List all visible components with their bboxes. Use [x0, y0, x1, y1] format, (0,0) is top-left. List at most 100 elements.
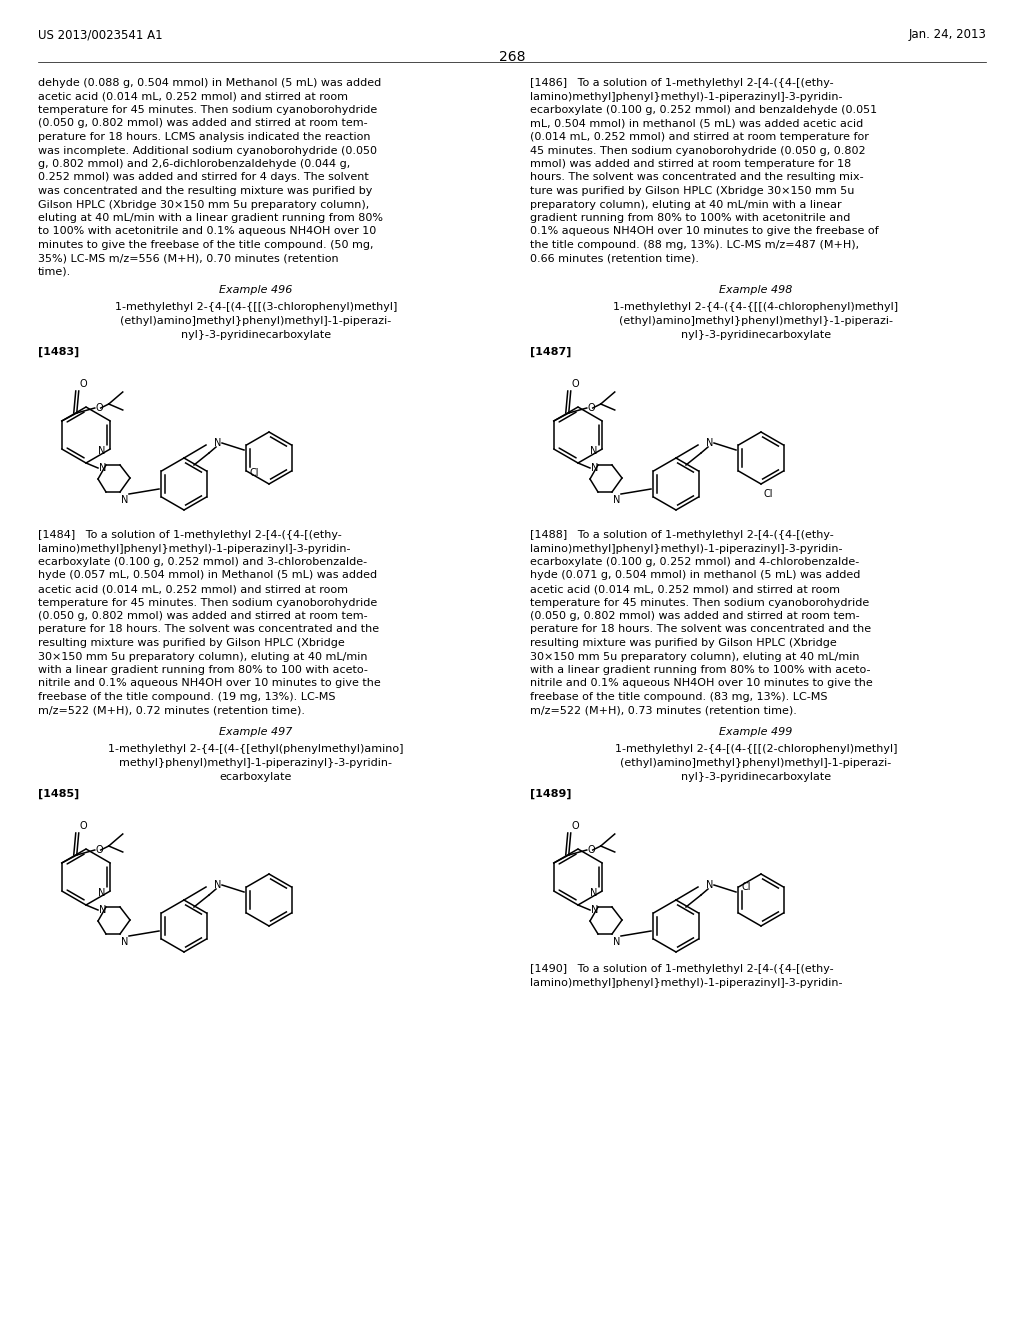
- Text: resulting mixture was purified by Gilson HPLC (Xbridge: resulting mixture was purified by Gilson…: [530, 638, 837, 648]
- Text: ecarboxylate (0.100 g, 0.252 mmol) and benzaldehyde (0.051: ecarboxylate (0.100 g, 0.252 mmol) and b…: [530, 106, 878, 115]
- Text: (ethyl)amino]methyl}phenyl)methyl]-1-piperazi-: (ethyl)amino]methyl}phenyl)methyl]-1-pip…: [121, 315, 391, 326]
- Text: hyde (0.057 mL, 0.504 mmol) in Methanol (5 mL) was added: hyde (0.057 mL, 0.504 mmol) in Methanol …: [38, 570, 377, 581]
- Text: (0.050 g, 0.802 mmol) was added and stirred at room tem-: (0.050 g, 0.802 mmol) was added and stir…: [530, 611, 859, 620]
- Text: [1487]: [1487]: [530, 347, 571, 358]
- Text: perature for 18 hours. The solvent was concentrated and the: perature for 18 hours. The solvent was c…: [530, 624, 871, 635]
- Text: Example 498: Example 498: [719, 285, 793, 294]
- Text: N: N: [121, 495, 128, 506]
- Text: (0.050 g, 0.802 mmol) was added and stirred at room tem-: (0.050 g, 0.802 mmol) was added and stir…: [38, 611, 368, 620]
- Text: O: O: [96, 845, 103, 855]
- Text: O: O: [588, 403, 595, 413]
- Text: N: N: [590, 888, 597, 898]
- Text: resulting mixture was purified by Gilson HPLC (Xbridge: resulting mixture was purified by Gilson…: [38, 638, 345, 648]
- Text: [1485]: [1485]: [38, 789, 79, 800]
- Text: time).: time).: [38, 267, 72, 277]
- Text: [1484]   To a solution of 1-methylethyl 2-[4-({4-[(ethy-: [1484] To a solution of 1-methylethyl 2-…: [38, 531, 342, 540]
- Text: Cl: Cl: [250, 469, 259, 478]
- Text: mmol) was added and stirred at room temperature for 18: mmol) was added and stirred at room temp…: [530, 158, 851, 169]
- Text: N: N: [706, 438, 714, 447]
- Text: N: N: [613, 495, 621, 506]
- Text: 1-methylethyl 2-{4-[(4-{[[(2-chlorophenyl)methyl]: 1-methylethyl 2-{4-[(4-{[[(2-chloropheny…: [614, 744, 897, 755]
- Text: (ethyl)amino]methyl}phenyl)methyl}-1-piperazi-: (ethyl)amino]methyl}phenyl)methyl}-1-pip…: [618, 315, 893, 326]
- Text: minutes to give the freebase of the title compound. (50 mg,: minutes to give the freebase of the titl…: [38, 240, 374, 249]
- Text: 1-methylethyl 2-{4-({4-{[[(4-chlorophenyl)methyl]: 1-methylethyl 2-{4-({4-{[[(4-chloropheny…: [613, 302, 899, 313]
- Text: Cl: Cl: [763, 488, 772, 499]
- Text: acetic acid (0.014 mL, 0.252 mmol) and stirred at room: acetic acid (0.014 mL, 0.252 mmol) and s…: [38, 91, 348, 102]
- Text: O: O: [80, 821, 87, 832]
- Text: Cl: Cl: [741, 882, 751, 892]
- Text: O: O: [571, 379, 580, 389]
- Text: Example 499: Example 499: [719, 727, 793, 737]
- Text: mL, 0.504 mmol) in methanol (5 mL) was added acetic acid: mL, 0.504 mmol) in methanol (5 mL) was a…: [530, 119, 863, 128]
- Text: 0.66 minutes (retention time).: 0.66 minutes (retention time).: [530, 253, 699, 264]
- Text: Gilson HPLC (Xbridge 30×150 mm 5u preparatory column),: Gilson HPLC (Xbridge 30×150 mm 5u prepar…: [38, 199, 370, 210]
- Text: gradient running from 80% to 100% with acetonitrile and: gradient running from 80% to 100% with a…: [530, 213, 850, 223]
- Text: N: N: [214, 438, 221, 447]
- Text: nyl}-3-pyridinecarboxylate: nyl}-3-pyridinecarboxylate: [181, 330, 331, 339]
- Text: perature for 18 hours. LCMS analysis indicated the reaction: perature for 18 hours. LCMS analysis ind…: [38, 132, 371, 143]
- Text: [1490]   To a solution of 1-methylethyl 2-[4-({4-[(ethy-: [1490] To a solution of 1-methylethyl 2-…: [530, 964, 834, 974]
- Text: to 100% with acetonitrile and 0.1% aqueous NH4OH over 10: to 100% with acetonitrile and 0.1% aqueo…: [38, 227, 376, 236]
- Text: (0.014 mL, 0.252 mmol) and stirred at room temperature for: (0.014 mL, 0.252 mmol) and stirred at ro…: [530, 132, 869, 143]
- Text: N: N: [99, 906, 106, 915]
- Text: O: O: [96, 403, 103, 413]
- Text: dehyde (0.088 g, 0.504 mmol) in Methanol (5 mL) was added: dehyde (0.088 g, 0.504 mmol) in Methanol…: [38, 78, 381, 88]
- Text: nitrile and 0.1% aqueous NH4OH over 10 minutes to give the: nitrile and 0.1% aqueous NH4OH over 10 m…: [530, 678, 872, 689]
- Text: was concentrated and the resulting mixture was purified by: was concentrated and the resulting mixtu…: [38, 186, 373, 195]
- Text: N: N: [613, 937, 621, 946]
- Text: lamino)methyl]phenyl}methyl)-1-piperazinyl]-3-pyridin-: lamino)methyl]phenyl}methyl)-1-piperazin…: [38, 544, 350, 553]
- Text: N: N: [214, 880, 221, 890]
- Text: N: N: [591, 463, 598, 473]
- Text: hyde (0.071 g, 0.504 mmol) in methanol (5 mL) was added: hyde (0.071 g, 0.504 mmol) in methanol (…: [530, 570, 860, 581]
- Text: 1-methylethyl 2-{4-[(4-{[ethyl(phenylmethyl)amino]: 1-methylethyl 2-{4-[(4-{[ethyl(phenylmet…: [109, 744, 403, 755]
- Text: N: N: [121, 937, 128, 946]
- Text: Example 497: Example 497: [219, 727, 293, 737]
- Text: O: O: [588, 845, 595, 855]
- Text: ture was purified by Gilson HPLC (Xbridge 30×150 mm 5u: ture was purified by Gilson HPLC (Xbridg…: [530, 186, 854, 195]
- Text: 30×150 mm 5u preparatory column), eluting at 40 mL/min: 30×150 mm 5u preparatory column), elutin…: [38, 652, 368, 661]
- Text: nitrile and 0.1% aqueous NH4OH over 10 minutes to give the: nitrile and 0.1% aqueous NH4OH over 10 m…: [38, 678, 381, 689]
- Text: nyl}-3-pyridinecarboxylate: nyl}-3-pyridinecarboxylate: [681, 330, 831, 339]
- Text: g, 0.802 mmol) and 2,6-dichlorobenzaldehyde (0.044 g,: g, 0.802 mmol) and 2,6-dichlorobenzaldeh…: [38, 158, 350, 169]
- Text: N: N: [591, 906, 598, 915]
- Text: preparatory column), eluting at 40 mL/min with a linear: preparatory column), eluting at 40 mL/mi…: [530, 199, 842, 210]
- Text: (ethyl)amino]methyl}phenyl)methyl]-1-piperazi-: (ethyl)amino]methyl}phenyl)methyl]-1-pip…: [621, 758, 892, 768]
- Text: freebase of the title compound. (19 mg, 13%). LC-MS: freebase of the title compound. (19 mg, …: [38, 692, 336, 702]
- Text: [1488]   To a solution of 1-methylethyl 2-[4-({4-[(ethy-: [1488] To a solution of 1-methylethyl 2-…: [530, 531, 834, 540]
- Text: US 2013/0023541 A1: US 2013/0023541 A1: [38, 28, 163, 41]
- Text: freebase of the title compound. (83 mg, 13%). LC-MS: freebase of the title compound. (83 mg, …: [530, 692, 827, 702]
- Text: with a linear gradient running from 80% to 100% with aceto-: with a linear gradient running from 80% …: [530, 665, 870, 675]
- Text: temperature for 45 minutes. Then sodium cyanoborohydride: temperature for 45 minutes. Then sodium …: [530, 598, 869, 607]
- Text: 1-methylethyl 2-{4-[(4-{[[(3-chlorophenyl)methyl]: 1-methylethyl 2-{4-[(4-{[[(3-chloropheny…: [115, 302, 397, 313]
- Text: N: N: [706, 880, 714, 890]
- Text: with a linear gradient running from 80% to 100 with aceto-: with a linear gradient running from 80% …: [38, 665, 368, 675]
- Text: [1483]: [1483]: [38, 347, 79, 358]
- Text: ecarboxylate: ecarboxylate: [220, 771, 292, 781]
- Text: the title compound. (88 mg, 13%). LC-MS m/z=487 (M+H),: the title compound. (88 mg, 13%). LC-MS …: [530, 240, 859, 249]
- Text: O: O: [80, 379, 87, 389]
- Text: acetic acid (0.014 mL, 0.252 mmol) and stirred at room: acetic acid (0.014 mL, 0.252 mmol) and s…: [530, 583, 840, 594]
- Text: hours. The solvent was concentrated and the resulting mix-: hours. The solvent was concentrated and …: [530, 173, 863, 182]
- Text: N: N: [99, 463, 106, 473]
- Text: ecarboxylate (0.100 g, 0.252 mmol) and 3-chlorobenzalde-: ecarboxylate (0.100 g, 0.252 mmol) and 3…: [38, 557, 368, 568]
- Text: perature for 18 hours. The solvent was concentrated and the: perature for 18 hours. The solvent was c…: [38, 624, 379, 635]
- Text: 0.1% aqueous NH4OH over 10 minutes to give the freebase of: 0.1% aqueous NH4OH over 10 minutes to gi…: [530, 227, 879, 236]
- Text: temperature for 45 minutes. Then sodium cyanoborohydride: temperature for 45 minutes. Then sodium …: [38, 598, 377, 607]
- Text: m/z=522 (M+H), 0.73 minutes (retention time).: m/z=522 (M+H), 0.73 minutes (retention t…: [530, 705, 797, 715]
- Text: [1489]: [1489]: [530, 789, 571, 800]
- Text: 268: 268: [499, 50, 525, 63]
- Text: [1486]   To a solution of 1-methylethyl 2-[4-({4-[(ethy-: [1486] To a solution of 1-methylethyl 2-…: [530, 78, 834, 88]
- Text: m/z=522 (M+H), 0.72 minutes (retention time).: m/z=522 (M+H), 0.72 minutes (retention t…: [38, 705, 305, 715]
- Text: (0.050 g, 0.802 mmol) was added and stirred at room tem-: (0.050 g, 0.802 mmol) was added and stir…: [38, 119, 368, 128]
- Text: temperature for 45 minutes. Then sodium cyanoborohydride: temperature for 45 minutes. Then sodium …: [38, 106, 377, 115]
- Text: N: N: [98, 446, 105, 455]
- Text: O: O: [571, 821, 580, 832]
- Text: acetic acid (0.014 mL, 0.252 mmol) and stirred at room: acetic acid (0.014 mL, 0.252 mmol) and s…: [38, 583, 348, 594]
- Text: Jan. 24, 2013: Jan. 24, 2013: [908, 28, 986, 41]
- Text: N: N: [98, 888, 105, 898]
- Text: 0.252 mmol) was added and stirred for 4 days. The solvent: 0.252 mmol) was added and stirred for 4 …: [38, 173, 369, 182]
- Text: 45 minutes. Then sodium cyanoborohydride (0.050 g, 0.802: 45 minutes. Then sodium cyanoborohydride…: [530, 145, 865, 156]
- Text: eluting at 40 mL/min with a linear gradient running from 80%: eluting at 40 mL/min with a linear gradi…: [38, 213, 383, 223]
- Text: N: N: [590, 446, 597, 455]
- Text: Example 496: Example 496: [219, 285, 293, 294]
